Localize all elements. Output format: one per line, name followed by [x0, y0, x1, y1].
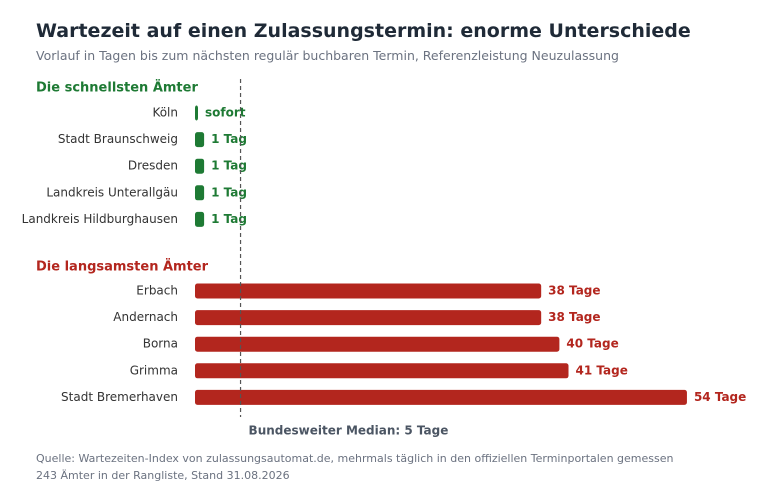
- category-label: Stadt Bremerhaven: [61, 390, 178, 404]
- value-label: 38 Tage: [548, 284, 600, 298]
- category-label: Dresden: [128, 159, 178, 173]
- value-label: 1 Tag: [211, 212, 247, 226]
- category-label: Landkreis Hildburghausen: [22, 212, 178, 226]
- median-label: Bundesweiter Median: 5 Tage: [249, 424, 449, 438]
- value-label: 1 Tag: [211, 159, 247, 173]
- bar: [195, 185, 205, 201]
- value-label: 54 Tage: [694, 390, 746, 404]
- category-label: Köln: [152, 106, 178, 120]
- category-label: Borna: [143, 337, 178, 351]
- bar: [195, 336, 560, 352]
- source-note: Quelle: Wartezeiten-Index von zulassungs…: [36, 452, 674, 465]
- chart-subtitle: Vorlauf in Tagen bis zum nächsten regulä…: [36, 48, 619, 63]
- category-label: Grimma: [130, 363, 178, 377]
- category-label: Landkreis Unterallgäu: [46, 185, 178, 199]
- bar: [195, 283, 542, 299]
- value-label: 40 Tage: [566, 337, 618, 351]
- category-label: Erbach: [136, 284, 178, 298]
- category-label: Stadt Braunschweig: [58, 132, 178, 146]
- value-label: sofort: [205, 106, 246, 120]
- bar: [195, 211, 205, 227]
- group-heading-1: Die langsamsten Ämter: [36, 259, 209, 275]
- bar: [195, 158, 205, 174]
- bar: [195, 132, 205, 148]
- value-label: 38 Tage: [548, 310, 600, 324]
- category-label: Andernach: [113, 310, 178, 324]
- value-label: 41 Tage: [576, 363, 628, 377]
- bar: [195, 389, 687, 405]
- bar: [195, 310, 542, 326]
- bar: [195, 105, 198, 121]
- value-label: 1 Tag: [211, 132, 247, 146]
- chart-title: Wartezeit auf einen Zulassungstermin: en…: [36, 20, 691, 42]
- ranking-note: 243 Ämter in der Rangliste, Stand 31.08.…: [36, 469, 290, 482]
- group-heading-0: Die schnellsten Ämter: [36, 80, 198, 96]
- bar: [195, 363, 569, 379]
- value-label: 1 Tag: [211, 185, 247, 199]
